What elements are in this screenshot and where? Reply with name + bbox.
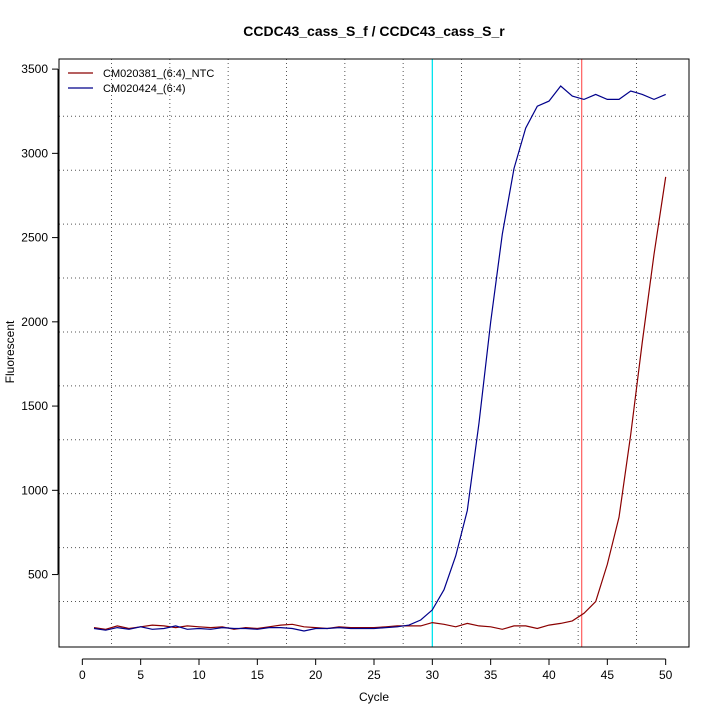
y-tick-label-1: 1000 <box>21 483 48 497</box>
x-tick-label-4: 20 <box>309 668 323 682</box>
x-tick-label-6: 30 <box>426 668 440 682</box>
x-tick-label-3: 15 <box>251 668 265 682</box>
y-tick-label-3: 2000 <box>21 315 48 329</box>
x-tick-label-9: 45 <box>601 668 615 682</box>
plot-frame <box>58 58 690 648</box>
legend-label-1: CM020424_(6:4) <box>103 83 186 95</box>
chart-title: CCDC43_cass_S_f / CCDC43_cass_S_r <box>243 23 505 39</box>
y-axis-label: Fluorescent <box>3 320 17 383</box>
x-tick-label-7: 35 <box>484 668 498 682</box>
legend-label-0: CM020381_(6:4)_NTC <box>103 68 214 80</box>
x-axis-label: Cycle <box>359 690 389 704</box>
series-line-0 <box>93 176 667 630</box>
x-tick-label-1: 5 <box>137 668 144 682</box>
y-tick-label-5: 3000 <box>21 146 48 160</box>
x-tick-label-2: 10 <box>192 668 206 682</box>
series-line-1 <box>93 85 666 632</box>
y-tick-label-0: 500 <box>28 568 48 582</box>
y-tick-label-2: 1500 <box>21 399 48 413</box>
y-tick-label-4: 2500 <box>21 231 48 245</box>
y-tick-label-6: 3500 <box>21 62 48 76</box>
x-tick-label-8: 40 <box>542 668 556 682</box>
x-tick-label-0: 0 <box>79 668 86 682</box>
x-tick-label-10: 50 <box>659 668 673 682</box>
plot-area: 0 5 10 15 20 25 30 35 40 45 50 500 1000 1500 2000 2500 3… <box>21 58 690 682</box>
x-tick-label-5: 25 <box>367 668 381 682</box>
